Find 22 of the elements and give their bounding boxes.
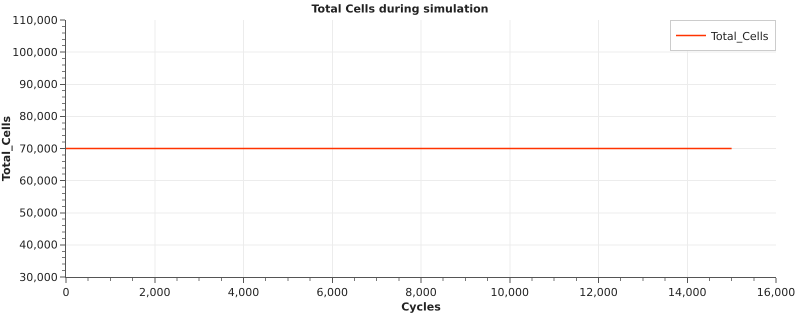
x-tick-label: 0 bbox=[62, 286, 70, 300]
x-tick-label: 6,000 bbox=[316, 286, 348, 300]
x-tick-label: 4,000 bbox=[228, 286, 260, 300]
chart-title: Total Cells during simulation bbox=[312, 2, 488, 16]
y-tick-label: 60,000 bbox=[19, 174, 58, 188]
x-tick-label: 14,000 bbox=[668, 286, 706, 300]
y-tick-label: 50,000 bbox=[19, 206, 58, 220]
y-tick-label: 90,000 bbox=[19, 78, 58, 92]
y-tick-label: 100,000 bbox=[12, 46, 58, 59]
x-tick-label: 16,000 bbox=[756, 286, 796, 300]
legend-label: Total_Cells bbox=[710, 30, 769, 43]
y-tick-label: 40,000 bbox=[19, 238, 58, 252]
x-tick-label: 8,000 bbox=[405, 286, 437, 300]
y-tick-label: 30,000 bbox=[19, 270, 58, 284]
x-tick-label: 10,000 bbox=[490, 286, 529, 300]
x-tick-label: 2,000 bbox=[139, 286, 170, 300]
y-tick-label: 80,000 bbox=[19, 110, 58, 124]
x-tick-label: 12,000 bbox=[579, 286, 618, 300]
y-tick-label: 70,000 bbox=[19, 142, 58, 156]
x-axis-title: Cycles bbox=[401, 300, 442, 314]
y-tick-label: 110,000 bbox=[12, 14, 58, 27]
y-axis-title: Total_Cells bbox=[0, 115, 13, 182]
